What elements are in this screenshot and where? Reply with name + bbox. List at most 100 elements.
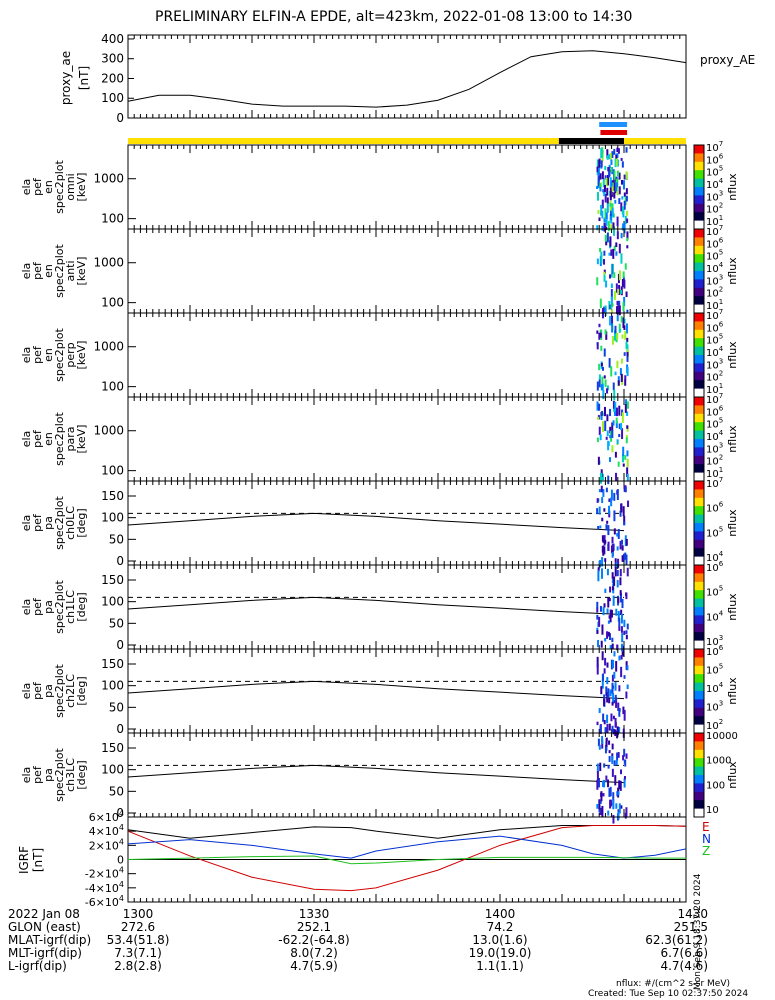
- pa-pixel: [616, 489, 619, 500]
- energy-colorbar-cell: [694, 321, 704, 324]
- energy-ylabel: spec2plot: [53, 412, 66, 466]
- pa-pixel: [607, 525, 610, 536]
- energy-colorbar-cell: [694, 341, 704, 343]
- energy-colorbar-cell: [694, 443, 704, 446]
- pa-ylabel: spec2plot: [53, 664, 66, 718]
- pa-pixel: [596, 508, 599, 515]
- pa-ytick-label: 150: [101, 657, 124, 671]
- pa-colorbar-cell: [694, 649, 704, 651]
- pa-ytick-label: 100: [101, 511, 124, 525]
- energy-colorbar-cell: [694, 378, 704, 381]
- axis-tick-value: 1.1(1.1): [476, 959, 524, 973]
- energy-colorbar-cell: [694, 401, 704, 404]
- energy-pixel: [613, 389, 616, 401]
- pa-pixel: [599, 762, 602, 772]
- pa-pixel: [624, 487, 627, 493]
- pa-ytick-label: 150: [101, 489, 124, 503]
- pa-pixel: [606, 568, 609, 576]
- pa-pixel: [598, 506, 601, 515]
- pa-colorbar-cell: [694, 510, 704, 513]
- energy-colorbar-cell: [694, 373, 704, 376]
- energy-colorbar-cell: [694, 262, 704, 265]
- pa-pixel: [620, 666, 623, 678]
- pa-pixel: [623, 521, 626, 526]
- energy-cbar-tick: 104: [706, 345, 724, 359]
- pa-colorbar-cell: [694, 490, 704, 493]
- energy-pixel: [620, 232, 623, 239]
- energy-colorbar-cell: [694, 430, 704, 433]
- pa-pixel: [616, 580, 619, 588]
- pa-pixel: [606, 608, 609, 614]
- energy-colorbar-cell: [694, 236, 704, 238]
- energy-ylabel: en: [42, 348, 55, 362]
- energy-pixel: [613, 330, 616, 341]
- pa-pixel: [613, 699, 616, 704]
- pa-colorbar-cell: [694, 758, 704, 761]
- energy-pixel: [603, 222, 606, 232]
- pa-colorbar-cell: [694, 707, 704, 710]
- energy-colorbar-cell: [694, 409, 704, 412]
- energy-pixel: [626, 237, 629, 242]
- energy-pixel: [606, 232, 609, 243]
- pa-pixel: [611, 572, 614, 579]
- axis-row-label: GLON (east): [8, 920, 81, 934]
- pa-colorbar-cell: [694, 482, 704, 485]
- ae-ytick-label: 400: [101, 32, 124, 46]
- energy-pixel: [622, 446, 625, 457]
- energy-cbar-tick: 105: [706, 249, 723, 263]
- energy-cbar-tick: 101: [706, 466, 723, 480]
- pa-colorbar-cell: [694, 780, 704, 783]
- pa-colorbar-cell: [694, 763, 704, 766]
- energy-pixel: [600, 345, 603, 351]
- energy-colorbar-cell: [694, 376, 704, 378]
- energy-pixel: [603, 184, 606, 192]
- energy-pixel: [600, 362, 603, 367]
- energy-ylabel: en: [42, 264, 55, 278]
- energy-pixel: [597, 175, 600, 186]
- energy-colorbar-cell: [694, 418, 704, 420]
- energy-pixel: [608, 300, 611, 310]
- pa-pixel: [623, 630, 626, 635]
- pa-colorbar-cell: [694, 518, 704, 521]
- pa-pixel: [596, 664, 599, 675]
- pa-colorbar-cell: [694, 793, 704, 796]
- pa-pixel: [603, 763, 606, 768]
- pa-colorbar-cell: [694, 567, 704, 570]
- energy-pixel: [614, 409, 617, 415]
- energy-colorbar-cell: [694, 278, 704, 280]
- energy-colorbar-cell: [694, 359, 704, 362]
- pa-colorbar-cell: [694, 663, 704, 665]
- pa-pixel: [615, 803, 618, 809]
- energy-pixel: [599, 298, 602, 309]
- energy-pixel: [598, 374, 601, 380]
- pa-colorbar-cell: [694, 608, 704, 611]
- pa-pixel: [623, 675, 626, 679]
- energy-colorbar-cell: [694, 467, 704, 469]
- pa-pixel: [608, 498, 611, 503]
- pa-colorbar-cell: [694, 756, 704, 759]
- pa-pixel: [617, 811, 620, 820]
- energy-colorbar-cell: [694, 215, 704, 217]
- energy-colorbar-cell: [694, 217, 704, 220]
- energy-pixel: [620, 373, 623, 382]
- energy-pixel: [614, 401, 617, 412]
- energy-ylabel: para: [64, 427, 77, 452]
- energy-pixel: [616, 147, 619, 153]
- energy-colorbar-cell: [694, 170, 704, 173]
- energy-pixel: [626, 411, 629, 416]
- energy-ylabel: pef: [31, 345, 44, 364]
- energy-colorbar-cell: [694, 420, 704, 423]
- energy-colorbar-cell: [694, 478, 704, 481]
- axis-tick-value: 251.5: [674, 920, 708, 934]
- igrf-legend: Z: [702, 844, 710, 858]
- energy-colorbar-cell: [694, 171, 704, 174]
- pa-colorbar-cell: [694, 675, 704, 678]
- energy-colorbar-cell: [694, 297, 704, 300]
- pa-colorbar-cell: [694, 616, 704, 619]
- pa-ylabel: pa: [42, 768, 55, 782]
- energy-colorbar-cell: [694, 164, 704, 167]
- energy-pixel: [604, 193, 607, 203]
- pa-colorbar-cell: [694, 572, 704, 574]
- pa-colorbar-cell: [694, 719, 704, 721]
- energy-pixel: [615, 421, 618, 429]
